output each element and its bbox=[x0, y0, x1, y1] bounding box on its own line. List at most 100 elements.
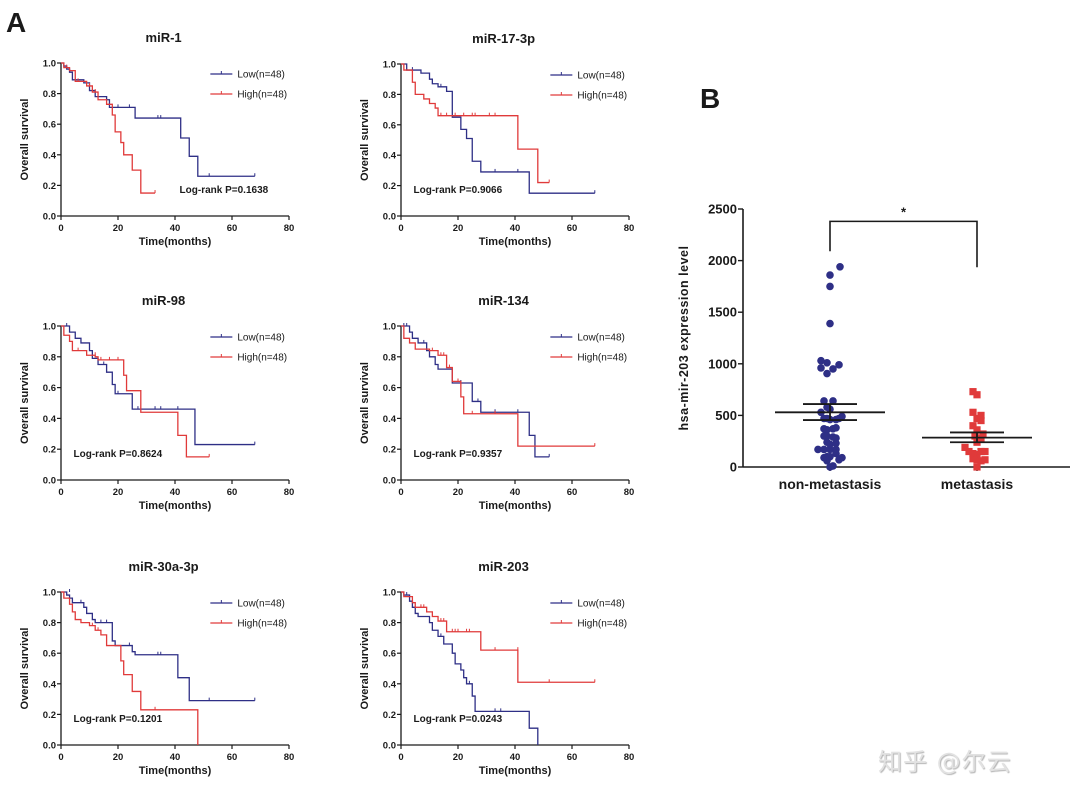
x-tick-label: 20 bbox=[453, 223, 464, 234]
x-tick-label: 0 bbox=[58, 223, 63, 234]
data-point-metastasis bbox=[981, 456, 989, 464]
x-axis-label: Time(months) bbox=[479, 500, 552, 512]
legend-label-low: Low(n=48) bbox=[237, 70, 285, 81]
y-tick-label: 0.4 bbox=[383, 679, 397, 690]
survival-curve-high bbox=[401, 63, 550, 184]
y-tick-label: 0.2 bbox=[383, 710, 396, 721]
y-tick-label: 0.4 bbox=[43, 679, 57, 690]
x-axis-label: Time(months) bbox=[479, 765, 552, 777]
data-point-non_metastasis bbox=[817, 356, 825, 365]
data-point-metastasis bbox=[977, 411, 985, 419]
x-tick-label: 80 bbox=[284, 487, 295, 498]
survival-curve-low bbox=[61, 62, 255, 177]
data-point-non_metastasis bbox=[826, 319, 834, 328]
y-tick-label: 0.0 bbox=[43, 476, 56, 487]
x-tick-label: 80 bbox=[624, 223, 635, 234]
survival-curve-high bbox=[61, 325, 210, 458]
data-point-metastasis bbox=[973, 463, 981, 471]
legend-label-high: High(n=48) bbox=[577, 91, 627, 102]
x-axis-label: Time(months) bbox=[479, 236, 552, 248]
legend-label-high: High(n=48) bbox=[237, 90, 287, 101]
y-tick-label: 2000 bbox=[708, 253, 737, 268]
y-tick-label: 0.8 bbox=[43, 352, 56, 363]
data-point-non_metastasis bbox=[829, 365, 837, 373]
km-chart-6: miR-203 0.0 0.2 0.4 0.6 0.8 1.0 0 20 40 60 80 Time(m… bbox=[359, 559, 634, 777]
y-axis-label: Overall survival bbox=[19, 628, 31, 710]
legend-label-low: Low(n=48) bbox=[237, 599, 285, 610]
log-rank-p-value: Log-rank P=0.1638 bbox=[180, 185, 269, 196]
y-tick-label: 1000 bbox=[708, 356, 737, 371]
chart-title: miR-1 bbox=[146, 30, 182, 45]
x-tick-label: 80 bbox=[624, 752, 635, 763]
significance-bracket bbox=[829, 220, 978, 268]
data-point-metastasis bbox=[969, 388, 977, 396]
x-tick-label: 60 bbox=[227, 487, 238, 498]
data-point-non_metastasis bbox=[823, 369, 831, 378]
chart-title: miR-30a-3p bbox=[129, 559, 199, 574]
x-axis-label: Time(months) bbox=[139, 765, 212, 777]
x-tick-label: 80 bbox=[284, 752, 295, 763]
y-tick-label: 0.6 bbox=[43, 120, 56, 131]
survival-curve-low bbox=[401, 325, 550, 458]
y-tick-label: 1500 bbox=[708, 305, 737, 320]
data-point-non_metastasis bbox=[832, 439, 840, 448]
y-tick-label: 0.8 bbox=[383, 618, 396, 629]
x-tick-label: 60 bbox=[567, 752, 578, 763]
y-axis-label: Overall survival bbox=[19, 99, 31, 181]
y-tick-label: 0.0 bbox=[43, 741, 56, 752]
x-tick-label: 40 bbox=[510, 752, 521, 763]
y-tick-label: 0.2 bbox=[383, 445, 396, 456]
survival-curve-high bbox=[401, 325, 595, 447]
survival-curve-low bbox=[401, 591, 539, 745]
x-tick-label: 60 bbox=[227, 223, 238, 234]
legend-label-high: High(n=48) bbox=[237, 353, 287, 364]
data-point-metastasis bbox=[973, 391, 981, 399]
data-point-non_metastasis bbox=[826, 271, 834, 279]
panel-a-label: A bbox=[6, 7, 26, 38]
data-point-non_metastasis bbox=[836, 262, 844, 271]
data-point-non_metastasis bbox=[823, 432, 831, 440]
data-point-metastasis bbox=[965, 447, 973, 456]
survival-curve-high bbox=[401, 591, 595, 683]
km-chart-4: miR-134 0.0 0.2 0.4 0.6 0.8 1.0 0 20 40 60 80 Time(m… bbox=[359, 293, 634, 512]
watermark: 知乎 @尔云 bbox=[878, 748, 1012, 776]
data-point-metastasis bbox=[961, 443, 969, 451]
data-point-non_metastasis bbox=[832, 423, 840, 432]
x-tick-label: 20 bbox=[113, 487, 124, 498]
km-panels: miR-1 0.0 0.2 0.4 0.6 0.8 1.0 0 20 40 60 80 Time(mon… bbox=[19, 30, 634, 777]
km-chart-2: miR-17-3p 0.0 0.2 0.4 0.6 0.8 1.0 0 20 40 60 80 Time… bbox=[359, 31, 634, 248]
y-axis-label: Overall survival bbox=[19, 362, 31, 444]
x-tick-label: 0 bbox=[398, 752, 403, 763]
chart-title: miR-203 bbox=[478, 559, 529, 574]
x-tick-label: 0 bbox=[58, 752, 63, 763]
y-tick-label: 0.2 bbox=[383, 181, 396, 192]
chart-title: miR-134 bbox=[478, 293, 529, 308]
y-tick-label: 0.4 bbox=[43, 414, 57, 425]
y-tick-label: 0.8 bbox=[383, 90, 396, 101]
significance-star: * bbox=[901, 204, 907, 219]
y-tick-label: 1.0 bbox=[43, 59, 56, 70]
expression-dot-plot: 0 500 1000 1500 2000 2500 non-metastasis metast… bbox=[677, 202, 1070, 492]
y-tick-label: 0.6 bbox=[43, 383, 56, 394]
data-point-non_metastasis bbox=[835, 455, 843, 464]
y-tick-label: 0.0 bbox=[383, 476, 396, 487]
legend-label-high: High(n=48) bbox=[577, 619, 627, 630]
x-tick-label: 40 bbox=[510, 223, 521, 234]
x-tick-label: 60 bbox=[567, 487, 578, 498]
km-chart-5: miR-30a-3p 0.0 0.2 0.4 0.6 0.8 1.0 0 20 40 60 80 Tim… bbox=[19, 559, 294, 777]
data-point-metastasis bbox=[977, 416, 985, 425]
data-point-metastasis bbox=[973, 456, 981, 464]
data-point-non_metastasis bbox=[823, 457, 831, 465]
legend-label-high: High(n=48) bbox=[237, 619, 287, 630]
y-tick-label: 1.0 bbox=[43, 322, 56, 333]
data-point-metastasis bbox=[969, 422, 977, 430]
category-label: metastasis bbox=[941, 476, 1014, 492]
data-point-metastasis bbox=[977, 457, 985, 465]
log-rank-p-value: Log-rank P=0.8624 bbox=[74, 449, 163, 460]
y-axis-label: hsa-mir-203 expression level bbox=[677, 246, 691, 431]
x-tick-label: 80 bbox=[284, 223, 295, 234]
x-tick-label: 40 bbox=[510, 487, 521, 498]
x-axis-label: Time(months) bbox=[139, 236, 212, 248]
y-axis-label: Overall survival bbox=[359, 362, 371, 444]
